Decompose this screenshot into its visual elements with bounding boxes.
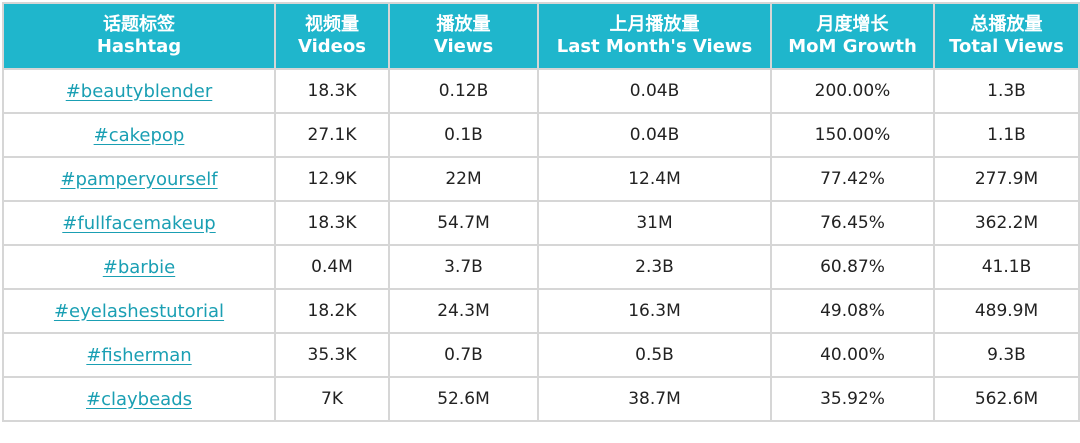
cell-last-month-views: 16.3M xyxy=(537,288,772,334)
cell-videos: 35.3K xyxy=(274,332,390,378)
cell-mom-growth: 35.92% xyxy=(770,376,935,422)
cell-mom-growth: 150.00% xyxy=(770,112,935,158)
cell-last-month-views: 2.3B xyxy=(537,244,772,290)
cell-mom-growth: 40.00% xyxy=(770,332,935,378)
cell-videos: 27.1K xyxy=(274,112,390,158)
cell-videos: 0.4M xyxy=(274,244,390,290)
table-row: #eyelashestutorial 18.2K 24.3M 16.3M 49.… xyxy=(2,288,1080,334)
hashtag-table: 话题标签 Hashtag 视频量 Videos 播放量 Views 上月播放量 Last… xyxy=(2,2,1080,422)
cell-total-views: 489.9M xyxy=(933,288,1080,334)
cell-hashtag: #claybeads xyxy=(2,376,276,422)
cell-last-month-views: 12.4M xyxy=(537,156,772,202)
cell-total-views: 362.2M xyxy=(933,200,1080,246)
cell-views: 3.7B xyxy=(388,244,539,290)
cell-views: 52.6M xyxy=(388,376,539,422)
cell-videos: 18.3K xyxy=(274,200,390,246)
hashtag-link[interactable]: #barbie xyxy=(102,256,176,278)
cell-last-month-views: 0.5B xyxy=(537,332,772,378)
table-row: #pamperyourself 12.9K 22M 12.4M 77.42% 2… xyxy=(2,156,1080,202)
col-header-last-month-views: 上月播放量 Last Month's Views xyxy=(537,2,772,70)
cell-total-views: 1.3B xyxy=(933,68,1080,114)
cell-videos: 18.2K xyxy=(274,288,390,334)
col-header-videos: 视频量 Videos xyxy=(274,2,390,70)
table-row: #claybeads 7K 52.6M 38.7M 35.92% 562.6M xyxy=(2,376,1080,422)
cell-last-month-views: 31M xyxy=(537,200,772,246)
cell-views: 0.7B xyxy=(388,332,539,378)
hashtag-link[interactable]: #fisherman xyxy=(86,344,192,366)
col-header-zh: 总播放量 xyxy=(970,14,1043,35)
hashtag-link[interactable]: #beautyblender xyxy=(65,80,213,102)
hashtag-link[interactable]: #pamperyourself xyxy=(60,168,218,190)
cell-mom-growth: 49.08% xyxy=(770,288,935,334)
col-header-mom-growth: 月度增长 MoM Growth xyxy=(770,2,935,70)
cell-total-views: 277.9M xyxy=(933,156,1080,202)
cell-hashtag: #fullfacemakeup xyxy=(2,200,276,246)
cell-hashtag: #eyelashestutorial xyxy=(2,288,276,334)
cell-hashtag: #cakepop xyxy=(2,112,276,158)
table-row: #fisherman 35.3K 0.7B 0.5B 40.00% 9.3B xyxy=(2,332,1080,378)
table-row: #cakepop 27.1K 0.1B 0.04B 150.00% 1.1B xyxy=(2,112,1080,158)
cell-hashtag: #fisherman xyxy=(2,332,276,378)
cell-views: 0.12B xyxy=(388,68,539,114)
col-header-zh: 话题标签 xyxy=(103,14,175,35)
hashtag-link[interactable]: #fullfacemakeup xyxy=(62,212,216,234)
col-header-en: Last Month's Views xyxy=(556,36,753,57)
cell-views: 54.7M xyxy=(388,200,539,246)
cell-views: 22M xyxy=(388,156,539,202)
table-row: #fullfacemakeup 18.3K 54.7M 31M 76.45% 3… xyxy=(2,200,1080,246)
cell-hashtag: #beautyblender xyxy=(2,68,276,114)
hashtag-link[interactable]: #cakepop xyxy=(93,124,185,146)
cell-mom-growth: 77.42% xyxy=(770,156,935,202)
col-header-zh: 视频量 xyxy=(305,14,359,35)
cell-mom-growth: 200.00% xyxy=(770,68,935,114)
col-header-en: MoM Growth xyxy=(788,36,917,57)
cell-total-views: 1.1B xyxy=(933,112,1080,158)
cell-hashtag: #pamperyourself xyxy=(2,156,276,202)
cell-total-views: 562.6M xyxy=(933,376,1080,422)
cell-last-month-views: 0.04B xyxy=(537,68,772,114)
col-header-en: Videos xyxy=(298,36,366,57)
table-row: #barbie 0.4M 3.7B 2.3B 60.87% 41.1B xyxy=(2,244,1080,290)
cell-mom-growth: 76.45% xyxy=(770,200,935,246)
cell-last-month-views: 38.7M xyxy=(537,376,772,422)
cell-total-views: 41.1B xyxy=(933,244,1080,290)
col-header-total-views: 总播放量 Total Views xyxy=(933,2,1080,70)
hashtag-link[interactable]: #claybeads xyxy=(86,388,192,410)
col-header-en: Views xyxy=(433,36,494,57)
col-header-en: Hashtag xyxy=(96,36,182,57)
cell-views: 24.3M xyxy=(388,288,539,334)
col-header-views: 播放量 Views xyxy=(388,2,539,70)
cell-videos: 7K xyxy=(274,376,390,422)
col-header-en: Total Views xyxy=(949,36,1064,57)
hashtag-link[interactable]: #eyelashestutorial xyxy=(53,300,225,322)
cell-last-month-views: 0.04B xyxy=(537,112,772,158)
table-row: #beautyblender 18.3K 0.12B 0.04B 200.00%… xyxy=(2,68,1080,114)
col-header-zh: 播放量 xyxy=(436,14,491,35)
cell-videos: 18.3K xyxy=(274,68,390,114)
cell-total-views: 9.3B xyxy=(933,332,1080,378)
cell-hashtag: #barbie xyxy=(2,244,276,290)
col-header-zh: 上月播放量 xyxy=(609,14,700,35)
cell-mom-growth: 60.87% xyxy=(770,244,935,290)
col-header-zh: 月度增长 xyxy=(816,14,889,35)
header-row: 话题标签 Hashtag 视频量 Videos 播放量 Views 上月播放量 Last… xyxy=(2,2,1080,70)
cell-videos: 12.9K xyxy=(274,156,390,202)
cell-views: 0.1B xyxy=(388,112,539,158)
col-header-hashtag: 话题标签 Hashtag xyxy=(2,2,276,70)
